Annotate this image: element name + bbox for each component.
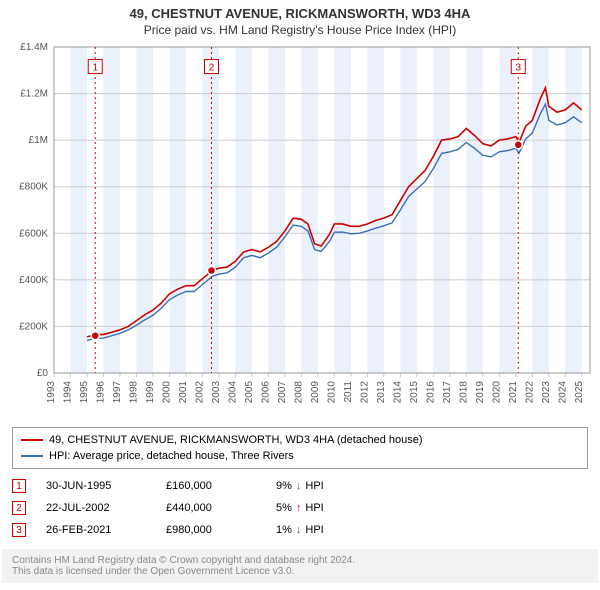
- transaction-date: 22-JUL-2002: [46, 502, 146, 514]
- transaction-date: 30-JUN-1995: [46, 480, 146, 492]
- svg-text:2011: 2011: [343, 381, 354, 403]
- transaction-marker: 1: [12, 479, 26, 493]
- svg-text:1993: 1993: [46, 381, 57, 404]
- svg-text:£1.2M: £1.2M: [20, 89, 48, 100]
- svg-text:1999: 1999: [145, 381, 156, 404]
- page-subtitle: Price paid vs. HM Land Registry's House …: [0, 23, 600, 37]
- svg-text:3: 3: [515, 63, 521, 74]
- svg-text:2005: 2005: [244, 381, 255, 404]
- svg-text:2000: 2000: [161, 381, 172, 404]
- svg-text:2024: 2024: [557, 381, 568, 404]
- svg-text:2016: 2016: [425, 381, 436, 404]
- transaction-row: 3 26-FEB-2021 £980,000 1%↓HPI: [12, 519, 588, 541]
- legend-swatch: [21, 455, 43, 457]
- svg-text:2022: 2022: [524, 381, 535, 404]
- svg-text:2002: 2002: [194, 381, 205, 404]
- svg-text:2008: 2008: [293, 381, 304, 404]
- svg-text:£0: £0: [37, 368, 49, 379]
- legend: 49, CHESTNUT AVENUE, RICKMANSWORTH, WD3 …: [12, 427, 588, 469]
- svg-text:2009: 2009: [310, 381, 321, 404]
- svg-text:2012: 2012: [359, 381, 370, 404]
- transaction-marker: 2: [12, 501, 26, 515]
- svg-text:2025: 2025: [574, 381, 585, 404]
- page-title: 49, CHESTNUT AVENUE, RICKMANSWORTH, WD3 …: [0, 6, 600, 21]
- svg-text:£800K: £800K: [19, 182, 48, 193]
- footer-line-2: This data is licensed under the Open Gov…: [12, 566, 588, 577]
- arrow-up-icon: ↑: [296, 502, 302, 514]
- legend-label: 49, CHESTNUT AVENUE, RICKMANSWORTH, WD3 …: [49, 434, 423, 446]
- svg-text:2021: 2021: [508, 381, 519, 404]
- transaction-delta: 1%↓HPI: [276, 524, 366, 536]
- svg-text:1995: 1995: [79, 381, 90, 404]
- footer-note: Contains HM Land Registry data © Crown c…: [2, 549, 598, 583]
- svg-text:2023: 2023: [541, 381, 552, 404]
- svg-text:£1.4M: £1.4M: [20, 42, 48, 53]
- title-block: 49, CHESTNUT AVENUE, RICKMANSWORTH, WD3 …: [0, 0, 600, 39]
- transaction-price: £440,000: [166, 502, 256, 514]
- transaction-row: 1 30-JUN-1995 £160,000 9%↓HPI: [12, 475, 588, 497]
- svg-text:2: 2: [209, 63, 215, 74]
- svg-text:2017: 2017: [442, 381, 453, 404]
- svg-text:1998: 1998: [128, 381, 139, 404]
- svg-text:2019: 2019: [475, 381, 486, 404]
- svg-text:£1M: £1M: [29, 135, 48, 146]
- transactions-table: 1 30-JUN-1995 £160,000 9%↓HPI 2 22-JUL-2002 £4…: [12, 475, 588, 541]
- svg-text:£600K: £600K: [19, 228, 48, 239]
- svg-text:2014: 2014: [392, 381, 403, 404]
- transaction-delta: 5%↑HPI: [276, 502, 366, 514]
- svg-text:£400K: £400K: [19, 275, 48, 286]
- svg-text:2018: 2018: [458, 381, 469, 404]
- svg-text:2004: 2004: [227, 381, 238, 404]
- transaction-price: £980,000: [166, 524, 256, 536]
- transaction-row: 2 22-JUL-2002 £440,000 5%↑HPI: [12, 497, 588, 519]
- arrow-down-icon: ↓: [296, 480, 302, 492]
- price-chart: £0 £200K £400K £600K £800K £1M £1.2M £1.4M 1993 1…: [0, 39, 600, 419]
- svg-text:2003: 2003: [211, 381, 222, 404]
- svg-text:2001: 2001: [178, 381, 189, 404]
- legend-swatch: [21, 439, 43, 441]
- transaction-price: £160,000: [166, 480, 256, 492]
- svg-text:2015: 2015: [409, 381, 420, 404]
- svg-text:1: 1: [92, 63, 98, 74]
- svg-text:1996: 1996: [95, 381, 106, 404]
- arrow-down-icon: ↓: [296, 524, 302, 536]
- svg-text:2007: 2007: [277, 381, 288, 404]
- svg-text:1994: 1994: [62, 381, 73, 404]
- svg-text:£200K: £200K: [19, 321, 48, 332]
- transaction-marker: 3: [12, 523, 26, 537]
- svg-text:2010: 2010: [326, 381, 337, 404]
- legend-item: HPI: Average price, detached house, Thre…: [21, 448, 579, 464]
- page: 49, CHESTNUT AVENUE, RICKMANSWORTH, WD3 …: [0, 0, 600, 583]
- svg-text:2013: 2013: [376, 381, 387, 404]
- svg-text:2006: 2006: [260, 381, 271, 404]
- legend-label: HPI: Average price, detached house, Thre…: [49, 450, 294, 462]
- svg-text:1997: 1997: [112, 381, 123, 404]
- legend-item: 49, CHESTNUT AVENUE, RICKMANSWORTH, WD3 …: [21, 432, 579, 448]
- footer-line-1: Contains HM Land Registry data © Crown c…: [12, 555, 588, 566]
- transaction-delta: 9%↓HPI: [276, 480, 366, 492]
- transaction-date: 26-FEB-2021: [46, 524, 146, 536]
- svg-text:2020: 2020: [491, 381, 502, 404]
